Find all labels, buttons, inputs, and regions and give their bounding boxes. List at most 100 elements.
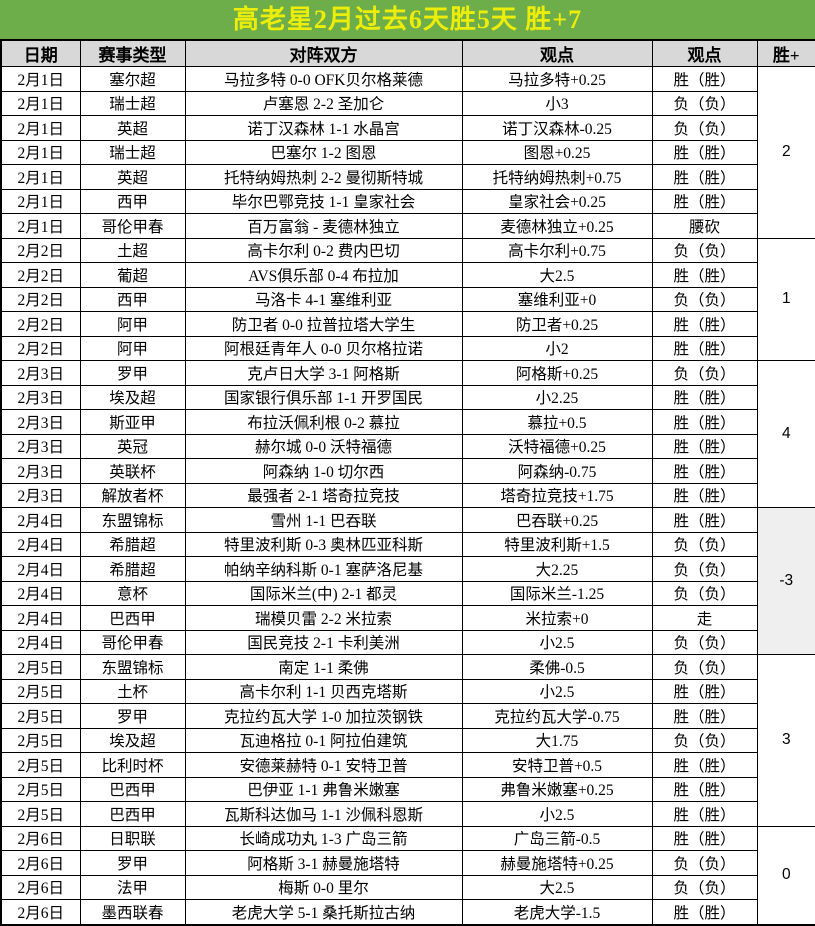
pick-cell: 沃特福德+0.25 (461, 433, 653, 459)
league-cell: 巴西甲 (79, 801, 186, 827)
result-cell: 负（负） (651, 580, 758, 606)
table-row: 2月2日 土超 高卡尔利 0-2 费内巴切 高卡尔利+0.75 负（负） 1 (0, 237, 815, 361)
date-cell: 2月6日 (0, 850, 81, 876)
column-header-result: 观点 (651, 39, 758, 67)
match-cell: AVS俱乐部 0-4 布拉加 (184, 262, 463, 288)
pick-cell: 塔奇拉竞技+1.75 (461, 482, 653, 508)
match-cell: 马拉多特 0-0 OFK贝尔格莱德 (184, 66, 463, 92)
table-row: 2月2日 西甲 马洛卡 4-1 塞维利亚 塞维利亚+0 负（负） (0, 286, 815, 312)
result-cell: 负（负） (651, 727, 758, 753)
date-cell: 2月2日 (0, 286, 81, 312)
match-cell: 赫尔城 0-0 沃特福德 (184, 433, 463, 459)
league-cell: 英超 (79, 164, 186, 190)
pick-cell: 麦德林独立+0.25 (461, 213, 653, 239)
pick-cell: 大1.75 (461, 727, 653, 753)
table-row: 2月5日 埃及超 瓦迪格拉 0-1 阿拉伯建筑 大1.75 负（负） (0, 727, 815, 753)
column-header-win-score: 胜+ (756, 39, 815, 67)
table-row: 2月1日 瑞士超 巴塞尔 1-2 图恩 图恩+0.25 胜（胜） (0, 139, 815, 165)
date-cell: 2月5日 (0, 678, 81, 704)
result-cell: 胜（胜） (651, 384, 758, 410)
match-cell: 克卢日大学 3-1 阿格斯 (184, 360, 463, 386)
pick-cell: 大2.5 (461, 262, 653, 288)
pick-cell: 小2.5 (461, 678, 653, 704)
pick-cell: 柔佛-0.5 (461, 654, 653, 680)
league-cell: 埃及超 (79, 384, 186, 410)
column-header-league: 赛事类型 (79, 39, 186, 67)
match-cell: 马洛卡 4-1 塞维利亚 (184, 286, 463, 312)
pick-cell: 特里波利斯+1.5 (461, 531, 653, 557)
date-cell: 2月1日 (0, 90, 81, 116)
table-row: 2月6日 法甲 梅斯 0-0 里尔 大2.5 负（负） (0, 874, 815, 900)
table-row: 2月1日 英超 诺丁汉森林 1-1 水晶宫 诺丁汉森林-0.25 负（负） (0, 115, 815, 141)
result-cell: 胜（胜） (651, 433, 758, 459)
pick-cell: 托特纳姆热刺+0.75 (461, 164, 653, 190)
date-cell: 2月3日 (0, 360, 81, 386)
date-cell: 2月4日 (0, 507, 81, 533)
result-cell: 胜（胜） (651, 139, 758, 165)
header-row: 日期 赛事类型 对阵双方 观点 观点 胜+ (0, 39, 815, 67)
result-cell: 负（负） (651, 874, 758, 900)
table-row: 2月3日 斯亚甲 布拉沃佩利根 0-2 慕拉 慕拉+0.5 胜（胜） (0, 409, 815, 435)
result-cell: 胜（胜） (651, 262, 758, 288)
table-row: 2月3日 罗甲 克卢日大学 3-1 阿格斯 阿格斯+0.25 负（负） 4 (0, 360, 815, 508)
column-header-date: 日期 (0, 39, 81, 67)
match-cell: 最强者 2-1 塔奇拉竞技 (184, 482, 463, 508)
date-cell: 2月4日 (0, 605, 81, 631)
match-cell: 梅斯 0-0 里尔 (184, 874, 463, 900)
match-cell: 瓦迪格拉 0-1 阿拉伯建筑 (184, 727, 463, 753)
table-row: 2月5日 比利时杯 安德莱赫特 0-1 安特卫普 安特卫普+0.5 胜（胜） (0, 752, 815, 778)
match-cell: 瑞模贝雷 2-2 米拉索 (184, 605, 463, 631)
pick-cell: 老虎大学-1.5 (461, 899, 653, 926)
table-row: 2月4日 希腊超 帕纳辛纳科斯 0-1 塞萨洛尼基 大2.25 负（负） (0, 556, 815, 582)
date-cell: 2月2日 (0, 335, 81, 361)
match-cell: 雪州 1-1 巴吞联 (184, 507, 463, 533)
match-cell: 国民竞技 2-1 卡利美洲 (184, 629, 463, 655)
match-cell: 克拉约瓦大学 1-0 加拉茨钢铁 (184, 703, 463, 729)
table-row: 2月3日 英冠 赫尔城 0-0 沃特福德 沃特福德+0.25 胜（胜） (0, 433, 815, 459)
date-cell: 2月5日 (0, 801, 81, 827)
match-cell: 国家银行俱乐部 1-1 开罗国民 (184, 384, 463, 410)
table-row: 2月6日 日职联 长崎成功丸 1-3 广岛三箭 广岛三箭-0.5 胜（胜） 0 (0, 825, 815, 926)
table-row: 2月5日 罗甲 克拉约瓦大学 1-0 加拉茨钢铁 克拉约瓦大学-0.75 胜（胜） (0, 703, 815, 729)
league-cell: 塞尔超 (79, 66, 186, 92)
league-cell: 意杯 (79, 580, 186, 606)
pick-cell: 小3 (461, 90, 653, 116)
result-cell: 胜（胜） (651, 409, 758, 435)
win-score-cell: 3 (756, 654, 815, 827)
league-cell: 阿甲 (79, 311, 186, 337)
league-cell: 土杯 (79, 678, 186, 704)
result-cell: 胜（胜） (651, 776, 758, 802)
league-cell: 罗甲 (79, 360, 186, 386)
pick-cell: 大2.25 (461, 556, 653, 582)
result-cell: 腰砍 (651, 213, 758, 239)
pick-cell: 小2.5 (461, 629, 653, 655)
match-cell: 长崎成功丸 1-3 广岛三箭 (184, 825, 463, 851)
column-header-match: 对阵双方 (184, 39, 463, 67)
match-cell: 帕纳辛纳科斯 0-1 塞萨洛尼基 (184, 556, 463, 582)
match-cell: 防卫者 0-0 拉普拉塔大学生 (184, 311, 463, 337)
table-row: 2月5日 东盟锦标 南定 1-1 柔佛 柔佛-0.5 负（负） 3 (0, 654, 815, 827)
result-cell: 负（负） (651, 556, 758, 582)
result-cell: 胜（胜） (651, 899, 758, 926)
league-cell: 罗甲 (79, 850, 186, 876)
result-cell: 胜（胜） (651, 678, 758, 704)
date-cell: 2月6日 (0, 825, 81, 851)
pick-cell: 国际米兰-1.25 (461, 580, 653, 606)
league-cell: 瑞士超 (79, 90, 186, 116)
date-cell: 2月3日 (0, 384, 81, 410)
league-cell: 西甲 (79, 188, 186, 214)
match-cell: 特里波利斯 0-3 奥林匹亚科斯 (184, 531, 463, 557)
date-cell: 2月3日 (0, 409, 81, 435)
win-score-cell: 1 (756, 237, 815, 361)
match-cell: 巴塞尔 1-2 图恩 (184, 139, 463, 165)
table-row: 2月4日 希腊超 特里波利斯 0-3 奥林匹亚科斯 特里波利斯+1.5 负（负） (0, 531, 815, 557)
match-cell: 南定 1-1 柔佛 (184, 654, 463, 680)
match-cell: 安德莱赫特 0-1 安特卫普 (184, 752, 463, 778)
pick-cell: 小2 (461, 335, 653, 361)
date-cell: 2月3日 (0, 482, 81, 508)
league-cell: 东盟锦标 (79, 654, 186, 680)
match-cell: 老虎大学 5-1 桑托斯拉古纳 (184, 899, 463, 926)
result-cell: 负（负） (651, 850, 758, 876)
league-cell: 英联杯 (79, 458, 186, 484)
